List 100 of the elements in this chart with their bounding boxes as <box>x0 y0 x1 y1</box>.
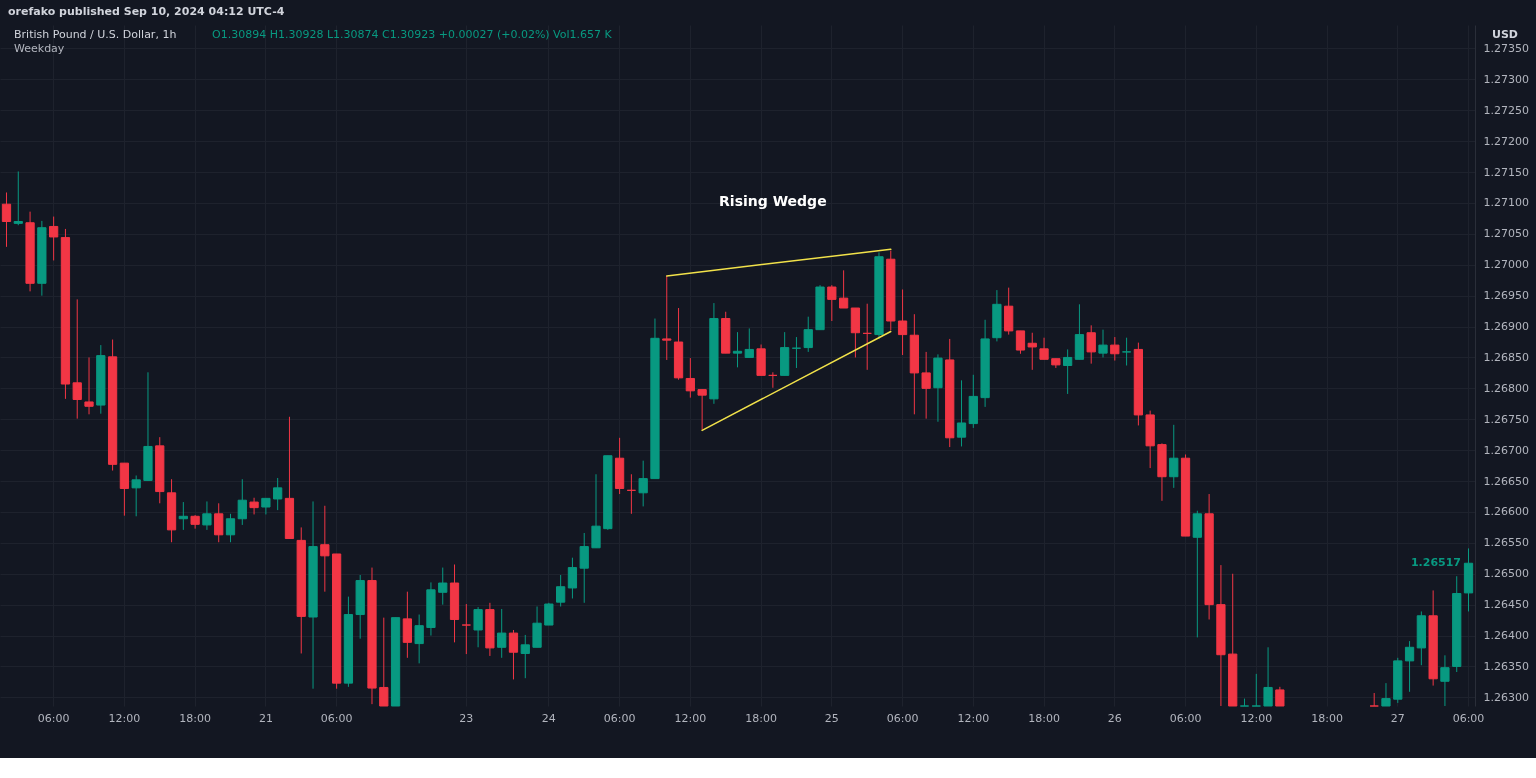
candlestick <box>520 634 530 679</box>
y-tick-label: 1.26750 <box>1483 412 1529 426</box>
y-tick-label: 1.26600 <box>1483 505 1529 519</box>
y-tick-label: 1.27050 <box>1483 227 1529 241</box>
candlestick <box>72 298 82 420</box>
y-tick-label: 1.26700 <box>1483 443 1529 457</box>
x-tick-label: 06:00 <box>886 711 919 725</box>
x-tick-label: 06:00 <box>1169 711 1202 725</box>
y-tick-label: 1.27350 <box>1483 41 1529 55</box>
candlestick <box>556 574 566 608</box>
y-tick-label: 1.26400 <box>1483 629 1529 643</box>
x-tick-label: 24 <box>541 711 556 725</box>
x-tick-label: 12:00 <box>957 711 990 725</box>
x-tick-label: 12:00 <box>108 711 141 725</box>
candlestick <box>508 629 519 680</box>
candlestick <box>402 591 412 659</box>
candlestick <box>732 331 743 368</box>
candlestick <box>1369 692 1379 707</box>
candlestick <box>1039 337 1049 360</box>
candlestick <box>1275 686 1285 707</box>
candlestick <box>744 327 754 358</box>
annotation: 1.26517 <box>1410 556 1461 570</box>
candlestick <box>1086 324 1096 365</box>
x-tick-label: 26 <box>1107 711 1122 725</box>
y-tick-label: 1.27000 <box>1483 258 1529 272</box>
candlestick <box>1121 337 1132 366</box>
candlestick <box>1 191 12 248</box>
candlestick <box>662 275 672 361</box>
candlestick <box>225 513 236 543</box>
candlestick <box>697 389 707 431</box>
candlestick <box>1404 640 1415 693</box>
y-tick-label: 1.26350 <box>1483 659 1529 673</box>
candlestick <box>202 500 212 531</box>
y-tick-label: 1.27200 <box>1483 134 1529 148</box>
candlestick <box>1251 673 1261 707</box>
candlestick <box>897 288 908 356</box>
y-tick-label: 1.27250 <box>1483 103 1529 117</box>
candlestick <box>921 351 931 420</box>
text: Weekday <box>14 42 65 55</box>
y-tick-label: 1.26850 <box>1483 350 1529 364</box>
candlestick <box>1098 329 1108 358</box>
y-tick-label: 1.26450 <box>1483 598 1529 612</box>
y-tick-label: 1.27300 <box>1483 72 1529 86</box>
candlestick <box>1027 332 1037 371</box>
candlestick <box>803 316 813 353</box>
x-tick-label: 25 <box>824 711 839 725</box>
candlestick <box>827 284 837 322</box>
candlestick <box>838 269 849 309</box>
x-tick-label: 23 <box>459 711 474 725</box>
candlestick <box>414 614 424 664</box>
candlestick <box>1063 348 1073 395</box>
candlestick <box>473 606 483 648</box>
candlestick <box>1192 510 1202 638</box>
candlestick <box>49 216 59 261</box>
x-tick-label: 06:00 <box>37 711 70 725</box>
x-tick-label: 06:00 <box>320 711 353 725</box>
candlestick <box>249 497 259 515</box>
candlestick <box>567 557 578 599</box>
x-tick-label: 18:00 <box>1311 711 1343 725</box>
x-tick-label: 06:00 <box>603 711 636 725</box>
x-tick-label: 06:00 <box>1452 711 1485 725</box>
x-tick-label: 27 <box>1390 711 1405 725</box>
candlestick <box>1169 424 1179 489</box>
x-tick-label: 12:00 <box>674 711 707 725</box>
candlestick <box>273 477 283 511</box>
candlestick <box>497 608 507 659</box>
x-tick-label: 12:00 <box>1240 711 1273 725</box>
candlestick <box>131 475 141 517</box>
x-tick-label: 18:00 <box>745 711 777 725</box>
candlestick <box>591 473 601 549</box>
x-tick-label: 18:00 <box>1028 711 1060 725</box>
text: orefako published Sep 10, 2024 04:12 UTC-4 <box>8 5 285 18</box>
candlestick <box>1263 646 1273 707</box>
candlestick <box>638 460 648 507</box>
y-tick-label: 1.26900 <box>1483 320 1529 334</box>
candlestick <box>579 532 589 604</box>
candlestick <box>1015 330 1026 355</box>
y-tick-label: 1.26650 <box>1483 474 1529 488</box>
candlestick <box>379 617 389 707</box>
candlestick <box>1381 682 1391 707</box>
candlestick <box>685 357 695 399</box>
y-axis-title: USD <box>1492 28 1518 41</box>
annotation: O1.30894 H1.30928 L1.30874 C1.30923 +0.00027 (+0.02%) Vol1.657 K <box>212 28 613 41</box>
annotation: Rising Wedge <box>719 193 827 210</box>
candlestick <box>956 379 967 447</box>
candlestick <box>13 170 23 226</box>
candlestick <box>1110 336 1120 362</box>
candlestick <box>1440 654 1450 707</box>
y-tick-label: 1.26300 <box>1483 690 1529 704</box>
x-tick-label: 18:00 <box>179 711 211 725</box>
y-tick-label: 1.26950 <box>1483 289 1529 303</box>
x-tick-label: 21 <box>258 711 273 725</box>
candlestick <box>84 356 94 415</box>
y-tick-label: 1.27150 <box>1483 165 1529 179</box>
candlestick <box>320 505 330 593</box>
candlestick <box>214 502 224 543</box>
y-tick-label: 1.26550 <box>1483 536 1529 550</box>
y-tick-label: 1.26800 <box>1483 381 1529 395</box>
y-tick-label: 1.26500 <box>1483 567 1529 581</box>
candlestick <box>237 478 247 526</box>
